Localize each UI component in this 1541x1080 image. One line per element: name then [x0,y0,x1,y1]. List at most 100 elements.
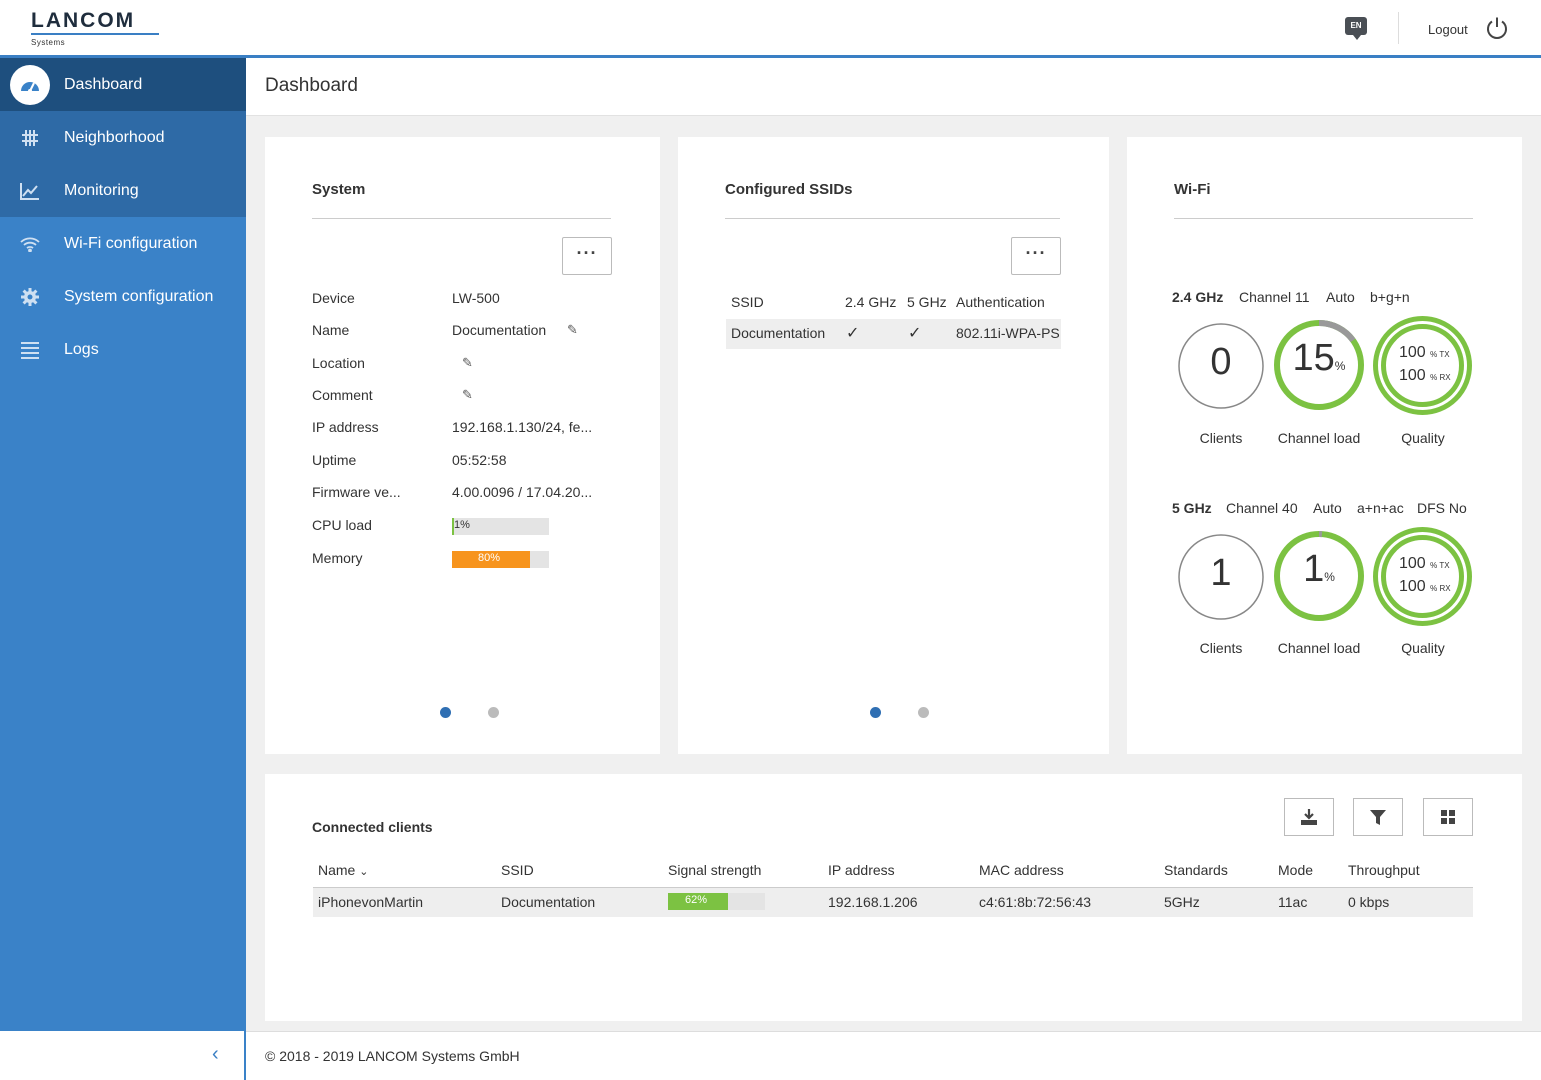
ssid-header: SSID [731,294,764,310]
memory-label: Memory [312,550,363,566]
wifi-card: Wi-Fi 2.4 GHz Channel 11 Auto b+g+n 0 15… [1127,137,1522,754]
band-24ghz-standard: b+g+n [1370,289,1410,305]
device-value: LW-500 [452,290,500,306]
edit-comment-pencil-icon[interactable]: ✎ [462,387,473,402]
sidebar-item-label: Dashboard [64,75,143,93]
edit-name-pencil-icon[interactable]: ✎ [567,322,578,337]
system-card-title: System [312,181,366,198]
ssid-auth-header: Authentication [956,294,1045,310]
rx-unit: % RX [1430,584,1451,593]
quality-5ghz-tx: 100 % TX [1399,555,1450,573]
client-throughput-cell: 0 kbps [1348,894,1390,910]
quality-5ghz-rx: 100 % RX [1399,578,1451,596]
band-5ghz-channel: Channel 40 [1226,500,1298,516]
quality-24ghz-rx: 100 % RX [1399,367,1451,385]
name-header-label: Name [318,862,356,878]
table-row[interactable] [313,887,1473,917]
list-icon [15,335,45,365]
mode-column-header[interactable]: Mode [1278,862,1314,878]
sidebar-item-label: Neighborhood [64,128,165,146]
download-button[interactable] [1284,798,1334,836]
chevron-left-icon[interactable]: ‹ [212,1043,219,1065]
cpu-load-text: 1% [454,519,470,531]
percent-sign: % [1334,359,1346,373]
device-label: Device [312,290,355,306]
channel-load-24ghz-gauge [1274,320,1364,410]
system-card: System ··· Device LW-500 Name Documentat… [265,137,660,754]
wifi-icon [15,229,45,259]
system-pager-dot-2[interactable] [488,707,499,718]
comment-label: Comment [312,387,373,403]
client-ssid-cell: Documentation [501,894,596,910]
ssids-more-button[interactable]: ··· [1011,237,1061,275]
channel-load-5ghz-number: 1 [1303,548,1325,590]
quality-tx-value: 100 [1399,555,1426,572]
sidebar-item-wifi-configuration[interactable]: Wi-Fi configuration [0,217,246,270]
ip-column-header[interactable]: IP address [828,862,895,878]
band-24ghz-label: 2.4 GHz [1172,289,1224,305]
cpu-load-fill [452,518,454,535]
clients-caption: Clients [1199,640,1243,656]
signal-column-header[interactable]: Signal strength [668,862,762,878]
ssid-24ghz-header: 2.4 GHz [845,294,897,310]
wifi-card-title: Wi-Fi [1174,181,1211,198]
ssids-pager-dot-2[interactable] [918,707,929,718]
band-24ghz-channel: Channel 11 [1239,289,1310,305]
card-divider [1174,218,1473,219]
cpu-load-label: CPU load [312,517,372,533]
logo-text: LANCOM [31,9,136,32]
quality-24ghz-gauge [1373,316,1472,415]
edit-location-pencil-icon[interactable]: ✎ [462,355,473,370]
sidebar-item-label: Wi-Fi configuration [64,234,198,252]
memory-text: 80% [478,552,501,564]
ip-address-value: 192.168.1.130/24, fe... [452,419,593,435]
ssids-pager-dot-1[interactable] [870,707,881,718]
throughput-column-header[interactable]: Throughput [1348,862,1420,878]
system-more-button[interactable]: ··· [562,237,612,275]
line-chart-icon [15,176,45,206]
filter-button[interactable] [1353,798,1403,836]
client-mode-cell: 11ac [1278,894,1308,910]
gear-icon [15,282,45,312]
ssid-auth-cell: 802.11i-WPA-PS [956,325,1060,341]
name-column-header[interactable]: Name ⌄ [318,862,368,878]
memory-fill [452,551,530,568]
card-divider [312,218,611,219]
channel-load-24ghz-value: 15% [1272,337,1366,380]
ssid-5ghz-header: 5 GHz [907,294,947,310]
channel-load-caption: Channel load [1277,430,1361,446]
power-icon[interactable] [1485,16,1509,40]
sidebar-item-dashboard[interactable]: Dashboard [0,58,246,111]
language-icon[interactable]: EN [1345,17,1367,40]
top-bar: LANCOM Systems EN Logout [0,0,1541,58]
ssids-card: Configured SSIDs ··· SSID 2.4 GHz 5 GHz … [678,137,1109,754]
ip-address-label: IP address [312,419,379,435]
table-row[interactable] [726,319,1061,349]
sidebar-item-monitoring[interactable]: Monitoring [0,164,246,217]
sidebar-item-label: Monitoring [64,181,139,199]
card-divider [725,218,1060,219]
clients-5ghz-value: 1 [1210,552,1232,594]
columns-button[interactable] [1423,798,1473,836]
ssid-column-header[interactable]: SSID [501,862,534,878]
rx-unit: % RX [1430,373,1451,382]
system-pager-dot-1[interactable] [440,707,451,718]
ssid-name-cell: Documentation [731,325,826,341]
copyright-text: © 2018 - 2019 LANCOM Systems GmbH [265,1048,520,1064]
channel-load-caption: Channel load [1277,640,1361,656]
quality-rx-value: 100 [1399,367,1426,384]
sidebar-item-label: Logs [64,340,99,358]
check-5ghz-icon: ✓ [908,325,922,342]
sidebar-item-neighborhood[interactable]: Neighborhood [0,111,246,164]
sidebar-item-logs[interactable]: Logs [0,323,246,376]
sidebar-item-system-configuration[interactable]: System configuration [0,270,246,323]
memory-bar: 80% [452,551,549,568]
standards-column-header[interactable]: Standards [1164,862,1228,878]
tx-unit: % TX [1430,350,1450,359]
lancom-logo[interactable]: LANCOM Systems [31,10,161,47]
signal-strength-fill [668,893,729,910]
mac-column-header[interactable]: MAC address [979,862,1064,878]
connected-clients-card: Connected clients Name ⌄ SSID Signal str… [265,774,1522,1021]
tx-unit: % TX [1430,561,1450,570]
logout-link[interactable]: Logout [1428,22,1468,37]
